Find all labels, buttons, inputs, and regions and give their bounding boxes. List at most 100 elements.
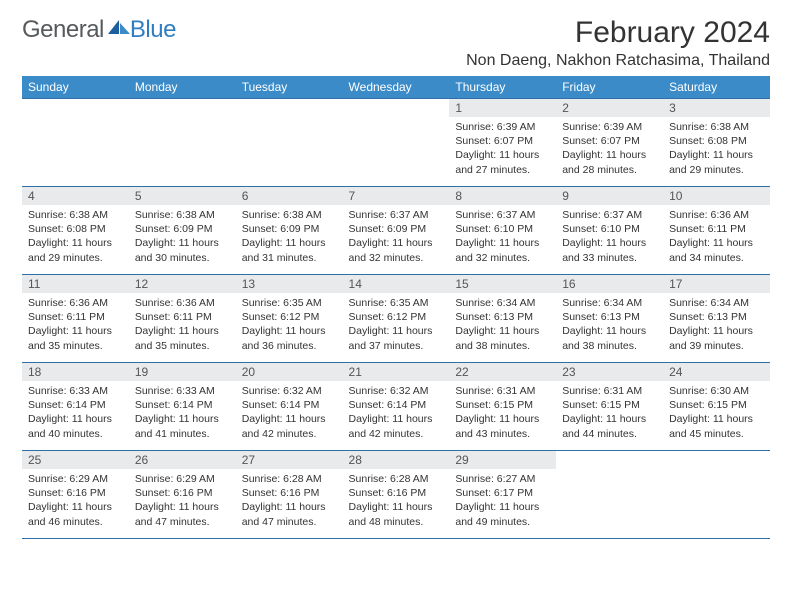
calendar-table: SundayMondayTuesdayWednesdayThursdayFrid… [22,76,770,539]
day-details: Sunrise: 6:37 AMSunset: 6:09 PMDaylight:… [343,205,450,271]
calendar-day-cell: 5Sunrise: 6:38 AMSunset: 6:09 PMDaylight… [129,187,236,275]
calendar-day-cell: 6Sunrise: 6:38 AMSunset: 6:09 PMDaylight… [236,187,343,275]
day-details: Sunrise: 6:29 AMSunset: 6:16 PMDaylight:… [22,469,129,535]
day-details: Sunrise: 6:36 AMSunset: 6:11 PMDaylight:… [129,293,236,359]
calendar-week-row: 18Sunrise: 6:33 AMSunset: 6:14 PMDayligh… [22,363,770,451]
day-details: Sunrise: 6:37 AMSunset: 6:10 PMDaylight:… [556,205,663,271]
day-details: Sunrise: 6:28 AMSunset: 6:16 PMDaylight:… [343,469,450,535]
day-details: Sunrise: 6:27 AMSunset: 6:17 PMDaylight:… [449,469,556,535]
day-details: Sunrise: 6:28 AMSunset: 6:16 PMDaylight:… [236,469,343,535]
calendar-day-cell: 27Sunrise: 6:28 AMSunset: 6:16 PMDayligh… [236,451,343,539]
calendar-empty-cell [663,451,770,539]
day-details: Sunrise: 6:36 AMSunset: 6:11 PMDaylight:… [663,205,770,271]
day-details: Sunrise: 6:29 AMSunset: 6:16 PMDaylight:… [129,469,236,535]
weekday-header: Tuesday [236,76,343,99]
day-details: Sunrise: 6:34 AMSunset: 6:13 PMDaylight:… [556,293,663,359]
day-number: 1 [449,99,556,117]
day-number: 23 [556,363,663,381]
calendar-day-cell: 18Sunrise: 6:33 AMSunset: 6:14 PMDayligh… [22,363,129,451]
calendar-day-cell: 17Sunrise: 6:34 AMSunset: 6:13 PMDayligh… [663,275,770,363]
calendar-empty-cell [343,99,450,187]
calendar-day-cell: 10Sunrise: 6:36 AMSunset: 6:11 PMDayligh… [663,187,770,275]
weekday-header-row: SundayMondayTuesdayWednesdayThursdayFrid… [22,76,770,99]
day-number: 15 [449,275,556,293]
day-number: 14 [343,275,450,293]
day-number: 10 [663,187,770,205]
day-details: Sunrise: 6:31 AMSunset: 6:15 PMDaylight:… [556,381,663,447]
calendar-day-cell: 15Sunrise: 6:34 AMSunset: 6:13 PMDayligh… [449,275,556,363]
calendar-day-cell: 9Sunrise: 6:37 AMSunset: 6:10 PMDaylight… [556,187,663,275]
day-number: 29 [449,451,556,469]
header: General Blue February 2024 Non Daeng, Na… [22,16,770,70]
day-number: 27 [236,451,343,469]
weekday-header: Saturday [663,76,770,99]
day-number: 20 [236,363,343,381]
calendar-day-cell: 21Sunrise: 6:32 AMSunset: 6:14 PMDayligh… [343,363,450,451]
calendar-week-row: 1Sunrise: 6:39 AMSunset: 6:07 PMDaylight… [22,99,770,187]
day-details: Sunrise: 6:35 AMSunset: 6:12 PMDaylight:… [343,293,450,359]
day-details: Sunrise: 6:38 AMSunset: 6:08 PMDaylight:… [663,117,770,183]
day-number: 17 [663,275,770,293]
day-details: Sunrise: 6:30 AMSunset: 6:15 PMDaylight:… [663,381,770,447]
weekday-header: Sunday [22,76,129,99]
day-number: 16 [556,275,663,293]
day-details: Sunrise: 6:36 AMSunset: 6:11 PMDaylight:… [22,293,129,359]
day-number: 28 [343,451,450,469]
day-number: 6 [236,187,343,205]
calendar-day-cell: 3Sunrise: 6:38 AMSunset: 6:08 PMDaylight… [663,99,770,187]
calendar-day-cell: 14Sunrise: 6:35 AMSunset: 6:12 PMDayligh… [343,275,450,363]
day-details: Sunrise: 6:35 AMSunset: 6:12 PMDaylight:… [236,293,343,359]
day-details: Sunrise: 6:37 AMSunset: 6:10 PMDaylight:… [449,205,556,271]
day-number: 4 [22,187,129,205]
day-details: Sunrise: 6:32 AMSunset: 6:14 PMDaylight:… [343,381,450,447]
day-details: Sunrise: 6:33 AMSunset: 6:14 PMDaylight:… [22,381,129,447]
day-details: Sunrise: 6:31 AMSunset: 6:15 PMDaylight:… [449,381,556,447]
day-number: 8 [449,187,556,205]
day-details: Sunrise: 6:32 AMSunset: 6:14 PMDaylight:… [236,381,343,447]
day-number: 26 [129,451,236,469]
calendar-day-cell: 16Sunrise: 6:34 AMSunset: 6:13 PMDayligh… [556,275,663,363]
calendar-week-row: 25Sunrise: 6:29 AMSunset: 6:16 PMDayligh… [22,451,770,539]
calendar-day-cell: 28Sunrise: 6:28 AMSunset: 6:16 PMDayligh… [343,451,450,539]
day-details: Sunrise: 6:34 AMSunset: 6:13 PMDaylight:… [663,293,770,359]
day-number: 22 [449,363,556,381]
calendar-week-row: 11Sunrise: 6:36 AMSunset: 6:11 PMDayligh… [22,275,770,363]
weekday-header: Monday [129,76,236,99]
title-block: February 2024 Non Daeng, Nakhon Ratchasi… [466,16,770,70]
day-number: 2 [556,99,663,117]
day-details: Sunrise: 6:38 AMSunset: 6:09 PMDaylight:… [236,205,343,271]
calendar-empty-cell [556,451,663,539]
calendar-day-cell: 25Sunrise: 6:29 AMSunset: 6:16 PMDayligh… [22,451,129,539]
brand-main: General [22,16,104,44]
day-number: 3 [663,99,770,117]
day-number: 24 [663,363,770,381]
calendar-day-cell: 20Sunrise: 6:32 AMSunset: 6:14 PMDayligh… [236,363,343,451]
day-details: Sunrise: 6:33 AMSunset: 6:14 PMDaylight:… [129,381,236,447]
day-number: 5 [129,187,236,205]
calendar-day-cell: 8Sunrise: 6:37 AMSunset: 6:10 PMDaylight… [449,187,556,275]
day-details: Sunrise: 6:34 AMSunset: 6:13 PMDaylight:… [449,293,556,359]
calendar-day-cell: 4Sunrise: 6:38 AMSunset: 6:08 PMDaylight… [22,187,129,275]
day-number: 13 [236,275,343,293]
day-number: 21 [343,363,450,381]
calendar-day-cell: 11Sunrise: 6:36 AMSunset: 6:11 PMDayligh… [22,275,129,363]
calendar-week-row: 4Sunrise: 6:38 AMSunset: 6:08 PMDaylight… [22,187,770,275]
day-number: 25 [22,451,129,469]
day-details: Sunrise: 6:39 AMSunset: 6:07 PMDaylight:… [449,117,556,183]
calendar-day-cell: 12Sunrise: 6:36 AMSunset: 6:11 PMDayligh… [129,275,236,363]
calendar-empty-cell [129,99,236,187]
day-number: 12 [129,275,236,293]
brand-sail-icon [108,20,130,36]
day-details: Sunrise: 6:38 AMSunset: 6:08 PMDaylight:… [22,205,129,271]
calendar-empty-cell [22,99,129,187]
calendar-day-cell: 24Sunrise: 6:30 AMSunset: 6:15 PMDayligh… [663,363,770,451]
weekday-header: Thursday [449,76,556,99]
calendar-day-cell: 2Sunrise: 6:39 AMSunset: 6:07 PMDaylight… [556,99,663,187]
calendar-day-cell: 29Sunrise: 6:27 AMSunset: 6:17 PMDayligh… [449,451,556,539]
calendar-day-cell: 23Sunrise: 6:31 AMSunset: 6:15 PMDayligh… [556,363,663,451]
day-details: Sunrise: 6:39 AMSunset: 6:07 PMDaylight:… [556,117,663,183]
day-number: 19 [129,363,236,381]
location: Non Daeng, Nakhon Ratchasima, Thailand [466,52,770,70]
day-number: 9 [556,187,663,205]
weekday-header: Wednesday [343,76,450,99]
